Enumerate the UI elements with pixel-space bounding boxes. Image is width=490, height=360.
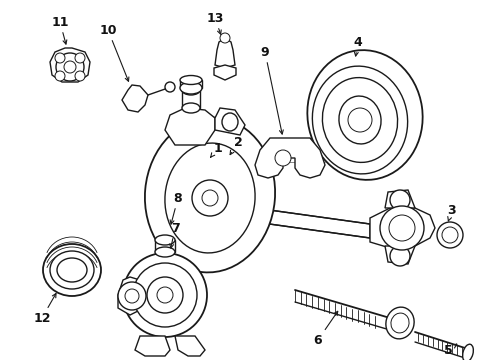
Ellipse shape: [307, 50, 423, 180]
Circle shape: [220, 33, 230, 43]
Polygon shape: [370, 208, 435, 248]
Ellipse shape: [322, 78, 397, 162]
Polygon shape: [215, 38, 235, 68]
Ellipse shape: [182, 85, 200, 95]
Circle shape: [390, 246, 410, 266]
Ellipse shape: [155, 235, 175, 245]
Circle shape: [437, 222, 463, 248]
Text: 1: 1: [211, 141, 222, 157]
Ellipse shape: [43, 244, 101, 296]
Polygon shape: [175, 336, 205, 356]
Text: 9: 9: [261, 45, 283, 134]
Circle shape: [165, 82, 175, 92]
Circle shape: [192, 180, 228, 216]
Ellipse shape: [165, 143, 255, 253]
Circle shape: [389, 215, 415, 241]
Polygon shape: [182, 90, 200, 108]
Text: 11: 11: [51, 15, 69, 44]
Ellipse shape: [312, 66, 408, 174]
Text: 2: 2: [230, 135, 243, 154]
Circle shape: [123, 253, 207, 337]
Text: 8: 8: [170, 192, 182, 224]
Ellipse shape: [57, 258, 87, 282]
Ellipse shape: [145, 118, 275, 273]
Text: 12: 12: [33, 293, 56, 324]
Ellipse shape: [386, 307, 414, 339]
Circle shape: [157, 287, 173, 303]
Polygon shape: [155, 240, 175, 252]
Circle shape: [442, 227, 458, 243]
Ellipse shape: [180, 76, 202, 85]
Circle shape: [390, 190, 410, 210]
Circle shape: [118, 282, 146, 310]
Text: 5: 5: [443, 343, 457, 356]
Text: 10: 10: [99, 23, 129, 81]
Circle shape: [133, 263, 197, 327]
Ellipse shape: [222, 113, 238, 131]
Polygon shape: [385, 246, 415, 264]
Circle shape: [75, 53, 85, 63]
Ellipse shape: [463, 344, 473, 360]
Text: 6: 6: [314, 311, 338, 346]
Text: 4: 4: [354, 36, 363, 56]
Circle shape: [55, 53, 65, 63]
Circle shape: [275, 150, 291, 166]
Polygon shape: [135, 336, 170, 356]
Text: 13: 13: [206, 12, 224, 34]
Polygon shape: [165, 108, 215, 145]
Polygon shape: [122, 85, 148, 112]
Polygon shape: [215, 108, 245, 135]
Ellipse shape: [182, 103, 200, 113]
Ellipse shape: [339, 96, 381, 144]
Ellipse shape: [50, 251, 94, 289]
Polygon shape: [255, 208, 370, 238]
Circle shape: [348, 108, 372, 132]
Text: 3: 3: [448, 203, 456, 221]
Polygon shape: [255, 138, 325, 178]
Circle shape: [64, 61, 76, 73]
Text: 7: 7: [170, 221, 179, 248]
Circle shape: [202, 190, 218, 206]
Polygon shape: [214, 65, 236, 80]
Polygon shape: [385, 190, 415, 208]
Ellipse shape: [155, 247, 175, 257]
Circle shape: [56, 53, 84, 81]
Circle shape: [380, 206, 424, 250]
Circle shape: [125, 289, 139, 303]
Ellipse shape: [391, 313, 409, 333]
Polygon shape: [180, 80, 202, 88]
Circle shape: [75, 71, 85, 81]
Ellipse shape: [180, 82, 202, 94]
Circle shape: [55, 71, 65, 81]
Circle shape: [147, 277, 183, 313]
Polygon shape: [50, 48, 90, 82]
Polygon shape: [118, 277, 145, 315]
